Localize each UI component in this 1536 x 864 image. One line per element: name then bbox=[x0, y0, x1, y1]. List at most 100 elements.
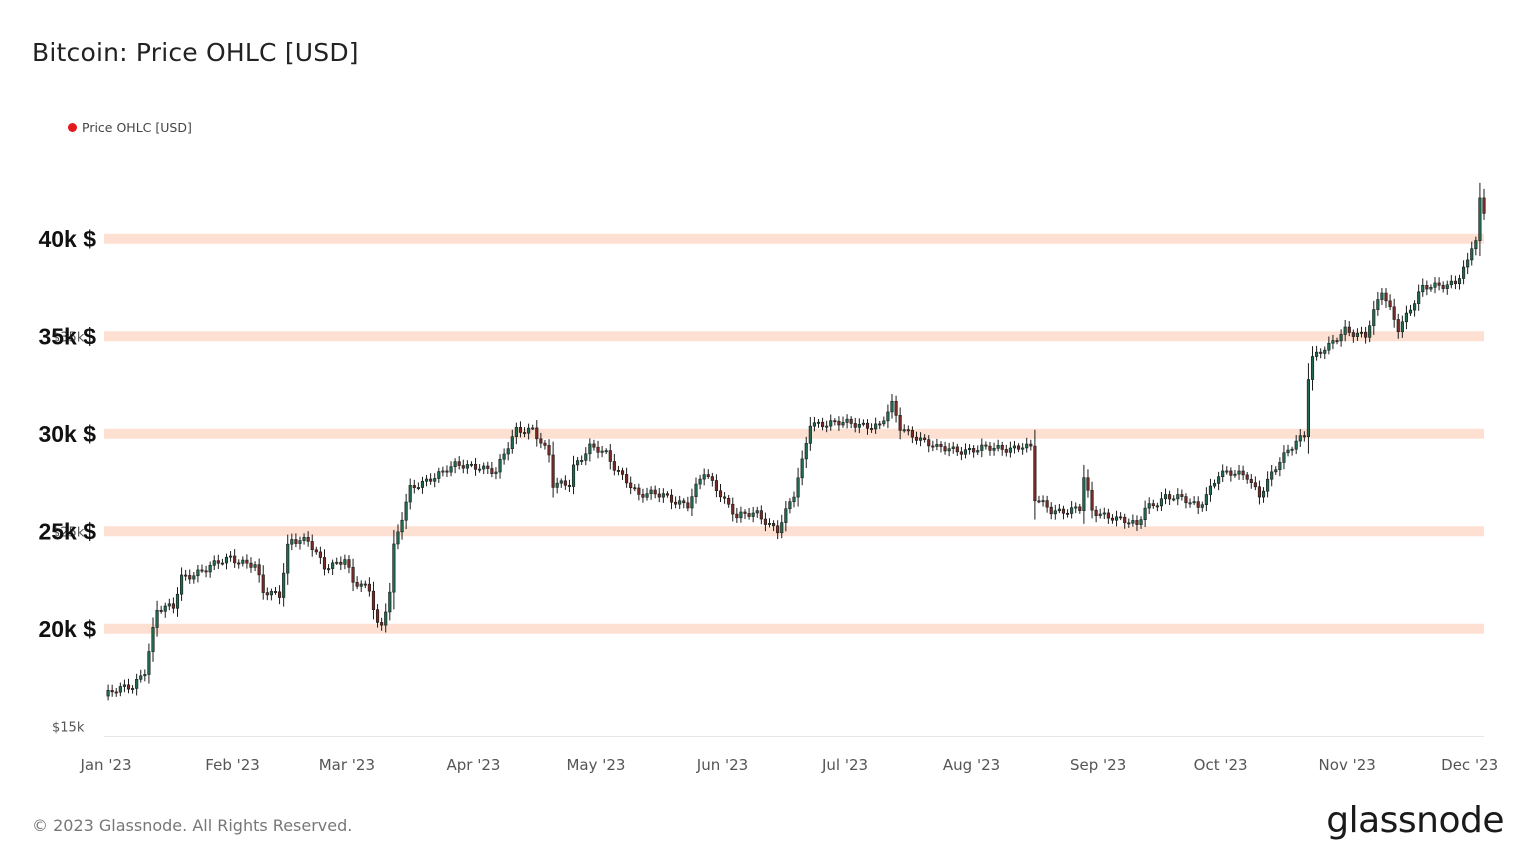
candle-down[interactable] bbox=[1249, 478, 1253, 483]
candle-down[interactable] bbox=[637, 487, 641, 495]
candle-up[interactable] bbox=[1021, 447, 1025, 450]
candle-down[interactable] bbox=[747, 513, 751, 517]
candle-up[interactable] bbox=[829, 420, 833, 427]
candle-up[interactable] bbox=[469, 463, 474, 466]
candle-up[interactable] bbox=[1057, 508, 1061, 512]
candle-up[interactable] bbox=[163, 605, 167, 612]
candle-up[interactable] bbox=[580, 460, 584, 462]
candle-up[interactable] bbox=[1400, 321, 1404, 333]
candle-up[interactable] bbox=[1343, 326, 1347, 335]
candle-down[interactable] bbox=[984, 444, 988, 447]
candle-down[interactable] bbox=[1090, 489, 1094, 511]
candle-up[interactable] bbox=[167, 603, 171, 607]
candle-up[interactable] bbox=[1306, 379, 1310, 437]
candle-up[interactable] bbox=[1433, 282, 1437, 288]
candle-down[interactable] bbox=[865, 422, 870, 429]
candle-up[interactable] bbox=[1221, 470, 1225, 477]
candle-up[interactable] bbox=[514, 427, 518, 437]
candle-up[interactable] bbox=[1323, 349, 1327, 354]
candle-up[interactable] bbox=[269, 591, 273, 596]
candle-up[interactable] bbox=[796, 477, 800, 498]
candle-up[interactable] bbox=[139, 675, 143, 680]
candle-up[interactable] bbox=[755, 510, 759, 514]
candle-up[interactable] bbox=[212, 560, 216, 566]
candle-up[interactable] bbox=[980, 444, 984, 451]
candle-up[interactable] bbox=[118, 686, 122, 693]
candle-down[interactable] bbox=[657, 493, 661, 498]
candle-up[interactable] bbox=[175, 593, 180, 609]
candle-down[interactable] bbox=[1180, 494, 1184, 497]
candle-down[interactable] bbox=[706, 474, 710, 477]
candle-down[interactable] bbox=[184, 574, 188, 577]
candle-up[interactable] bbox=[1008, 447, 1012, 453]
candle-up[interactable] bbox=[1298, 435, 1302, 442]
candle-up[interactable] bbox=[739, 511, 743, 519]
candle-up[interactable] bbox=[1278, 462, 1282, 471]
candle-up[interactable] bbox=[122, 684, 126, 687]
candle-up[interactable] bbox=[1274, 469, 1278, 473]
candle-down[interactable] bbox=[1004, 449, 1008, 453]
candle-down[interactable] bbox=[833, 420, 837, 423]
candle-up[interactable] bbox=[886, 411, 890, 422]
candle-up[interactable] bbox=[1270, 471, 1274, 480]
candle-up[interactable] bbox=[241, 559, 245, 564]
candle-up[interactable] bbox=[1139, 519, 1143, 525]
candle-up[interactable] bbox=[1192, 501, 1196, 504]
candle-up[interactable] bbox=[1462, 266, 1466, 279]
candle-down[interactable] bbox=[633, 487, 637, 490]
candle-up[interactable] bbox=[498, 458, 502, 473]
candle-down[interactable] bbox=[237, 562, 241, 565]
candle-down[interactable] bbox=[1241, 470, 1245, 476]
candle-down[interactable] bbox=[1392, 306, 1396, 320]
candle-down[interactable] bbox=[1123, 516, 1127, 524]
candle-down[interactable] bbox=[278, 591, 282, 598]
candle-down[interactable] bbox=[1065, 512, 1070, 515]
candle-up[interactable] bbox=[1114, 516, 1119, 521]
candle-down[interactable] bbox=[759, 510, 763, 520]
candle-down[interactable] bbox=[380, 622, 384, 626]
candle-up[interactable] bbox=[1041, 500, 1045, 503]
candle-down[interactable] bbox=[616, 470, 620, 472]
candle-up[interactable] bbox=[229, 555, 233, 558]
candle-up[interactable] bbox=[1082, 477, 1086, 511]
candle-up[interactable] bbox=[1466, 259, 1470, 268]
candle-up[interactable] bbox=[298, 540, 302, 544]
candle-up[interactable] bbox=[1102, 512, 1106, 515]
candle-up[interactable] bbox=[1131, 520, 1135, 524]
candle-up[interactable] bbox=[935, 444, 939, 447]
candle-down[interactable] bbox=[310, 541, 314, 551]
candle-down[interactable] bbox=[772, 523, 776, 527]
candle-up[interactable] bbox=[690, 496, 694, 509]
candle-up[interactable] bbox=[792, 496, 796, 502]
candle-up[interactable] bbox=[506, 448, 510, 455]
candle-up[interactable] bbox=[326, 568, 331, 571]
candle-up[interactable] bbox=[286, 543, 290, 574]
candle-up[interactable] bbox=[963, 449, 968, 455]
candle-down[interactable] bbox=[318, 551, 322, 558]
candle-down[interactable] bbox=[1110, 517, 1115, 521]
candle-up[interactable] bbox=[392, 543, 396, 593]
candle-up[interactable] bbox=[1408, 309, 1413, 314]
candle-down[interactable] bbox=[1016, 445, 1021, 450]
candle-up[interactable] bbox=[800, 458, 804, 479]
candle-up[interactable] bbox=[531, 427, 535, 430]
candle-down[interactable] bbox=[1388, 300, 1392, 308]
candle-down[interactable] bbox=[853, 423, 857, 428]
candle-down[interactable] bbox=[629, 482, 633, 488]
candle-up[interactable] bbox=[919, 437, 923, 441]
candle-down[interactable] bbox=[776, 525, 780, 534]
candle-up[interactable] bbox=[1074, 506, 1078, 509]
candle-up[interactable] bbox=[437, 471, 441, 479]
candle-up[interactable] bbox=[1143, 507, 1147, 521]
candle-down[interactable] bbox=[412, 485, 416, 488]
candle-up[interactable] bbox=[1331, 340, 1335, 344]
candle-up[interactable] bbox=[106, 690, 110, 697]
candle-down[interactable] bbox=[1155, 505, 1159, 508]
candle-up[interactable] bbox=[968, 448, 972, 451]
candle-down[interactable] bbox=[445, 470, 449, 473]
candle-down[interactable] bbox=[126, 684, 131, 690]
candle-down[interactable] bbox=[261, 574, 265, 593]
candle-up[interactable] bbox=[645, 493, 649, 498]
candle-up[interactable] bbox=[302, 536, 306, 541]
candle-up[interactable] bbox=[1159, 498, 1164, 507]
